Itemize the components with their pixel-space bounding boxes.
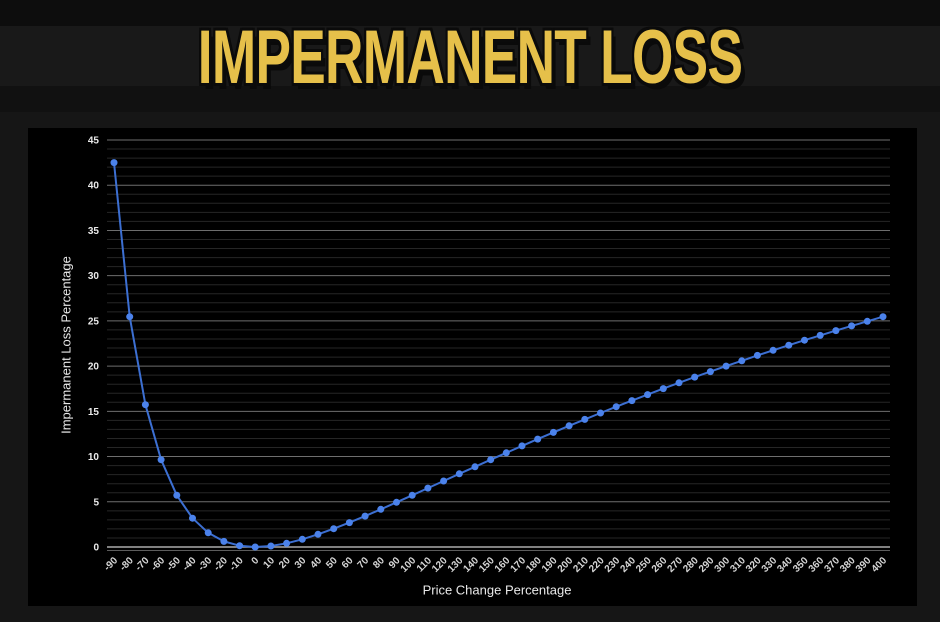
x-tick-label: 30: [293, 555, 309, 571]
x-tick-label: 70: [356, 555, 372, 571]
data-point: [644, 391, 652, 399]
data-point: [471, 463, 479, 471]
x-axis-title: Price Change Percentage: [422, 582, 572, 598]
data-point: [518, 442, 526, 450]
x-tick-label: 50: [324, 555, 340, 571]
data-point: [251, 543, 259, 551]
x-tick-label: 20: [277, 555, 293, 571]
data-point: [832, 327, 840, 335]
data-point: [863, 317, 871, 325]
top-strip: [0, 0, 940, 26]
page-title: IMPERMANENT LOSS: [197, 15, 743, 100]
title-banner: [0, 26, 940, 86]
data-point: [738, 357, 746, 365]
data-point: [628, 397, 636, 405]
data-point: [408, 491, 416, 499]
y-tick-label: 45: [88, 136, 100, 147]
data-point: [393, 498, 400, 506]
y-axis-title: Impermanent Loss Percentage: [58, 256, 74, 434]
data-point: [612, 403, 620, 411]
data-point: [267, 542, 275, 550]
data-point: [785, 341, 793, 349]
data-point: [204, 529, 212, 537]
x-tick-label: 80: [371, 555, 387, 571]
y-tick-label: 5: [93, 497, 99, 508]
data-point: [157, 456, 165, 464]
data-point: [769, 346, 777, 354]
impermanent-loss-chart: 0 5 10 15 20 25 30 35 40 45 -90 -80 -70 -60 -50 -40 -30-…: [28, 128, 917, 606]
data-point: [298, 535, 306, 543]
data-point: [659, 385, 667, 393]
y-tick-label: 35: [88, 226, 100, 237]
y-tick-label: 10: [88, 452, 100, 463]
data-point: [173, 491, 181, 499]
y-tick-label: 30: [88, 271, 100, 282]
data-point: [220, 537, 228, 545]
data-point: [330, 525, 338, 533]
x-tick-label: 10: [261, 555, 277, 571]
x-tick-label: -30: [196, 555, 214, 573]
x-tick-label: 0: [250, 555, 262, 567]
y-tick-label: 40: [88, 181, 100, 192]
data-point: [424, 484, 432, 492]
data-point: [283, 539, 291, 547]
data-point: [236, 542, 244, 550]
data-point: [597, 409, 604, 417]
data-point: [581, 415, 589, 423]
x-tick-label: -70: [134, 555, 152, 573]
data-point: [487, 456, 495, 464]
data-point: [314, 530, 322, 538]
x-tick-label: 60: [340, 555, 356, 571]
data-point: [722, 362, 730, 370]
x-tick-label: -60: [149, 555, 167, 573]
data-point: [377, 505, 385, 513]
chart-plot-area: 0 5 10 15 20 25 30 35 40 45 -90-80-70-60-50-40-30-…: [88, 136, 890, 575]
data-point: [565, 422, 573, 430]
data-point: [706, 368, 714, 376]
title-underlay-strip: [0, 86, 940, 112]
data-point: [345, 519, 353, 527]
y-tick-label: 25: [88, 316, 100, 327]
y-tick-label: 15: [88, 407, 100, 418]
x-tick-label: -50: [165, 555, 183, 573]
data-point: [189, 514, 196, 522]
data-point: [691, 373, 699, 381]
data-point: [675, 379, 683, 387]
x-tick-label: 40: [308, 555, 324, 571]
x-tick-label: -80: [118, 555, 136, 573]
data-point: [502, 449, 510, 457]
data-point: [455, 470, 463, 478]
data-point: [753, 351, 761, 359]
series-line: [113, 161, 884, 548]
data-point: [126, 313, 134, 321]
x-tick-label: -40: [181, 555, 199, 573]
data-point: [110, 159, 118, 167]
y-tick-label: 20: [88, 362, 100, 373]
data-point: [801, 336, 808, 344]
data-point: [141, 401, 149, 409]
x-tick-label: -90: [102, 555, 120, 573]
data-point: [879, 313, 887, 321]
x-tick-label: -10: [228, 555, 246, 573]
data-point: [848, 322, 856, 330]
data-point: [549, 428, 557, 436]
x-tick-label: 400: [870, 555, 890, 575]
data-point: [361, 512, 369, 520]
x-tick-label: -20: [212, 555, 230, 573]
y-tick-label: 0: [93, 543, 99, 554]
data-point: [440, 477, 448, 485]
data-point: [816, 331, 824, 339]
data-point: [534, 435, 542, 443]
